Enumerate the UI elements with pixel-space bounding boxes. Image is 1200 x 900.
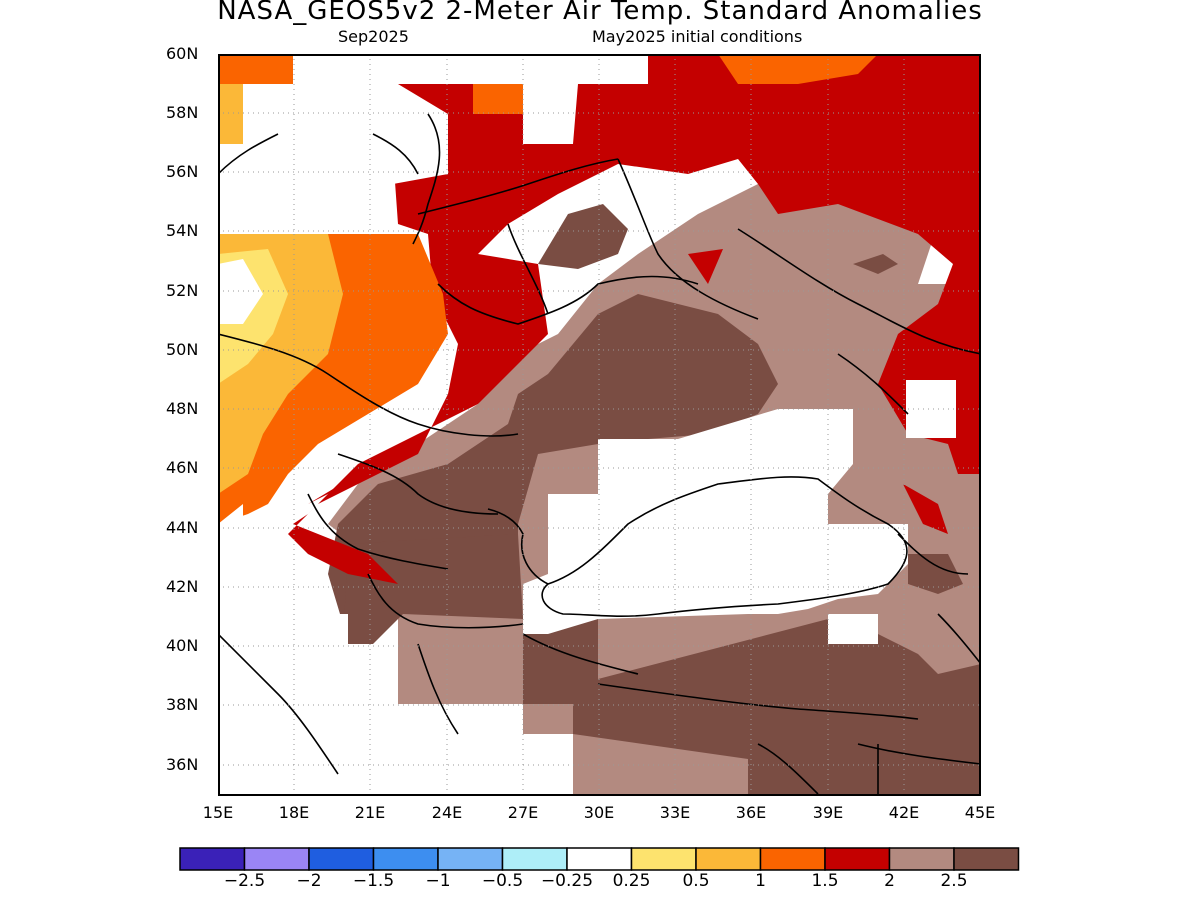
colorbar-label: −1.5	[352, 871, 395, 891]
lon-label: 30E	[583, 803, 615, 822]
anomaly-region-1.5to2	[903, 484, 948, 534]
lat-label: 40N	[166, 636, 199, 655]
colorbar-label: −2.5	[223, 871, 266, 891]
lon-label: 27E	[507, 803, 539, 822]
colorbar-swatch	[695, 847, 762, 871]
lon-label: 18E	[278, 803, 310, 822]
colorbar-swatch	[437, 847, 504, 871]
colorbar-swatch	[372, 847, 439, 871]
anomaly-region-gt2.5	[538, 204, 628, 269]
anomaly-region-1to1.5	[218, 54, 293, 84]
anomaly-region-0.5to1	[218, 84, 243, 144]
lon-label: 42E	[888, 803, 920, 822]
anomaly-region-neutral	[523, 409, 908, 634]
anomaly-region-neutral	[218, 504, 243, 544]
anomaly-region-gt2.5	[853, 254, 898, 274]
colorbar-swatch	[824, 847, 891, 871]
anomaly-region-1.5to2	[688, 249, 723, 284]
colorbar-swatch	[953, 847, 1020, 871]
colorbar-label: −1	[425, 871, 451, 891]
colorbar-swatch	[308, 847, 375, 871]
colorbar-label: −2	[296, 871, 322, 891]
init-conditions-label: May2025 initial conditions	[592, 27, 803, 46]
colorbar-swatch	[630, 847, 697, 871]
colorbar-label: 2.5	[940, 871, 968, 891]
anomaly-region-neutral	[218, 259, 263, 324]
anomaly-region-gt2.5	[343, 534, 523, 649]
lat-label: 52N	[166, 281, 199, 300]
anomaly-region-gt2.5	[908, 554, 963, 594]
lon-label: 39E	[812, 803, 844, 822]
lon-label: 15E	[202, 803, 234, 822]
colorbar-label: 1	[755, 871, 766, 891]
colorbar-label: −0.25	[540, 871, 594, 891]
anomaly-region-1to1.5	[473, 84, 523, 114]
colorbar-swatch	[179, 847, 246, 871]
anomaly-region-neutral	[218, 574, 573, 796]
colorbar-label: 0.25	[612, 871, 651, 891]
graticule	[218, 54, 981, 796]
lon-label: 33E	[659, 803, 691, 822]
lat-label: 46N	[166, 458, 199, 477]
lat-label: 50N	[166, 340, 199, 359]
colorbar-swatch	[888, 847, 955, 871]
lon-label: 36E	[735, 803, 767, 822]
colorbar-swatch	[566, 847, 633, 871]
colorbar-label: −0.5	[481, 871, 524, 891]
lat-label: 48N	[166, 399, 199, 418]
lat-label: 60N	[166, 44, 199, 63]
country-borders	[218, 113, 981, 795]
anomaly-region-neutral	[906, 380, 956, 438]
lat-label: 56N	[166, 162, 199, 181]
lat-label: 54N	[166, 221, 199, 240]
lat-label: 42N	[166, 577, 199, 596]
lat-label: 36N	[166, 755, 199, 774]
anomaly-region-neutral	[218, 54, 448, 229]
colorbar-swatch	[243, 847, 310, 871]
colorbar-swatch	[759, 847, 826, 871]
lon-label: 24E	[431, 803, 463, 822]
colorbar-label: 1.5	[811, 871, 839, 891]
lat-label: 58N	[166, 103, 199, 122]
lat-label: 44N	[166, 518, 199, 537]
lon-label: 21E	[354, 803, 386, 822]
anomaly-region-neutral	[523, 54, 648, 144]
colorbar-swatch	[501, 847, 568, 871]
lon-label: 45E	[964, 803, 996, 822]
colorbar-label: 0.5	[682, 871, 710, 891]
map-title: NASA_GEOS5v2 2-Meter Air Temp. Standard …	[217, 0, 983, 26]
anomaly-region-1to1.5	[718, 54, 878, 84]
anomaly-region-1.5to2	[288, 54, 981, 584]
colorbar-label: 2	[884, 871, 895, 891]
map-frame	[218, 54, 981, 796]
anomaly-region-neutral	[828, 614, 878, 644]
lat-label: 38N	[166, 695, 199, 714]
valid-month-label: Sep2025	[338, 27, 409, 46]
anomaly-map	[218, 54, 981, 796]
